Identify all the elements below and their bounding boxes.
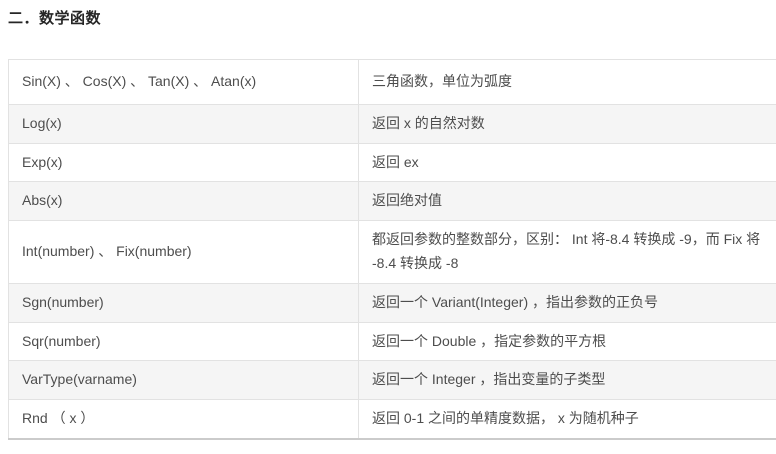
function-cell: Rnd （ x ） [8, 399, 359, 440]
table-row: Rnd （ x ） 返回 0-1 之间的单精度数据， x 为随机种子 [8, 399, 776, 440]
table-row: Sqr(number) 返回一个 Double ，指定参数的平方根 [8, 322, 776, 362]
description-cell: 返回一个 Integer ，指出变量的子类型 [358, 360, 776, 401]
function-cell: Sqr(number) [8, 322, 359, 362]
function-cell: VarType(varname) [8, 360, 359, 401]
section-heading: 二．数学函数 [8, 10, 102, 27]
function-cell: Sin(X) 、 Cos(X) 、 Tan(X) 、 Atan(x) [8, 59, 359, 105]
description-cell: 都返回参数的整数部分，区别： Int 将-8.4 转换成 -9，而 Fix 将 … [358, 220, 776, 284]
math-functions-table: Sin(X) 、 Cos(X) 、 Tan(X) 、 Atan(x) 三角函数，… [8, 59, 776, 440]
function-cell: Sgn(number) [8, 283, 359, 323]
table-row: Log(x) 返回 x 的自然对数 [8, 104, 776, 144]
table-row: Abs(x) 返回绝对值 [8, 181, 776, 222]
table-row: Sin(X) 、 Cos(X) 、 Tan(X) 、 Atan(x) 三角函数，… [8, 59, 776, 105]
function-cell: Int(number) 、 Fix(number) [8, 220, 359, 284]
description-cell: 返回 ex [358, 143, 776, 183]
description-cell: 返回一个 Variant(Integer) ，指出参数的正负号 [358, 283, 776, 323]
table-row: Sgn(number) 返回一个 Variant(Integer) ，指出参数的… [8, 283, 776, 323]
table-row: Int(number) 、 Fix(number) 都返回参数的整数部分，区别：… [8, 220, 776, 284]
description-cell: 返回绝对值 [358, 181, 776, 222]
function-cell: Exp(x) [8, 143, 359, 183]
table-row: Exp(x) 返回 ex [8, 143, 776, 183]
description-cell: 三角函数，单位为弧度 [358, 59, 776, 105]
description-cell: 返回 x 的自然对数 [358, 104, 776, 144]
function-cell: Log(x) [8, 104, 359, 144]
description-cell: 返回 0-1 之间的单精度数据， x 为随机种子 [358, 399, 776, 440]
description-cell: 返回一个 Double ，指定参数的平方根 [358, 322, 776, 362]
function-cell: Abs(x) [8, 181, 359, 222]
table-row: VarType(varname) 返回一个 Integer ，指出变量的子类型 [8, 360, 776, 401]
